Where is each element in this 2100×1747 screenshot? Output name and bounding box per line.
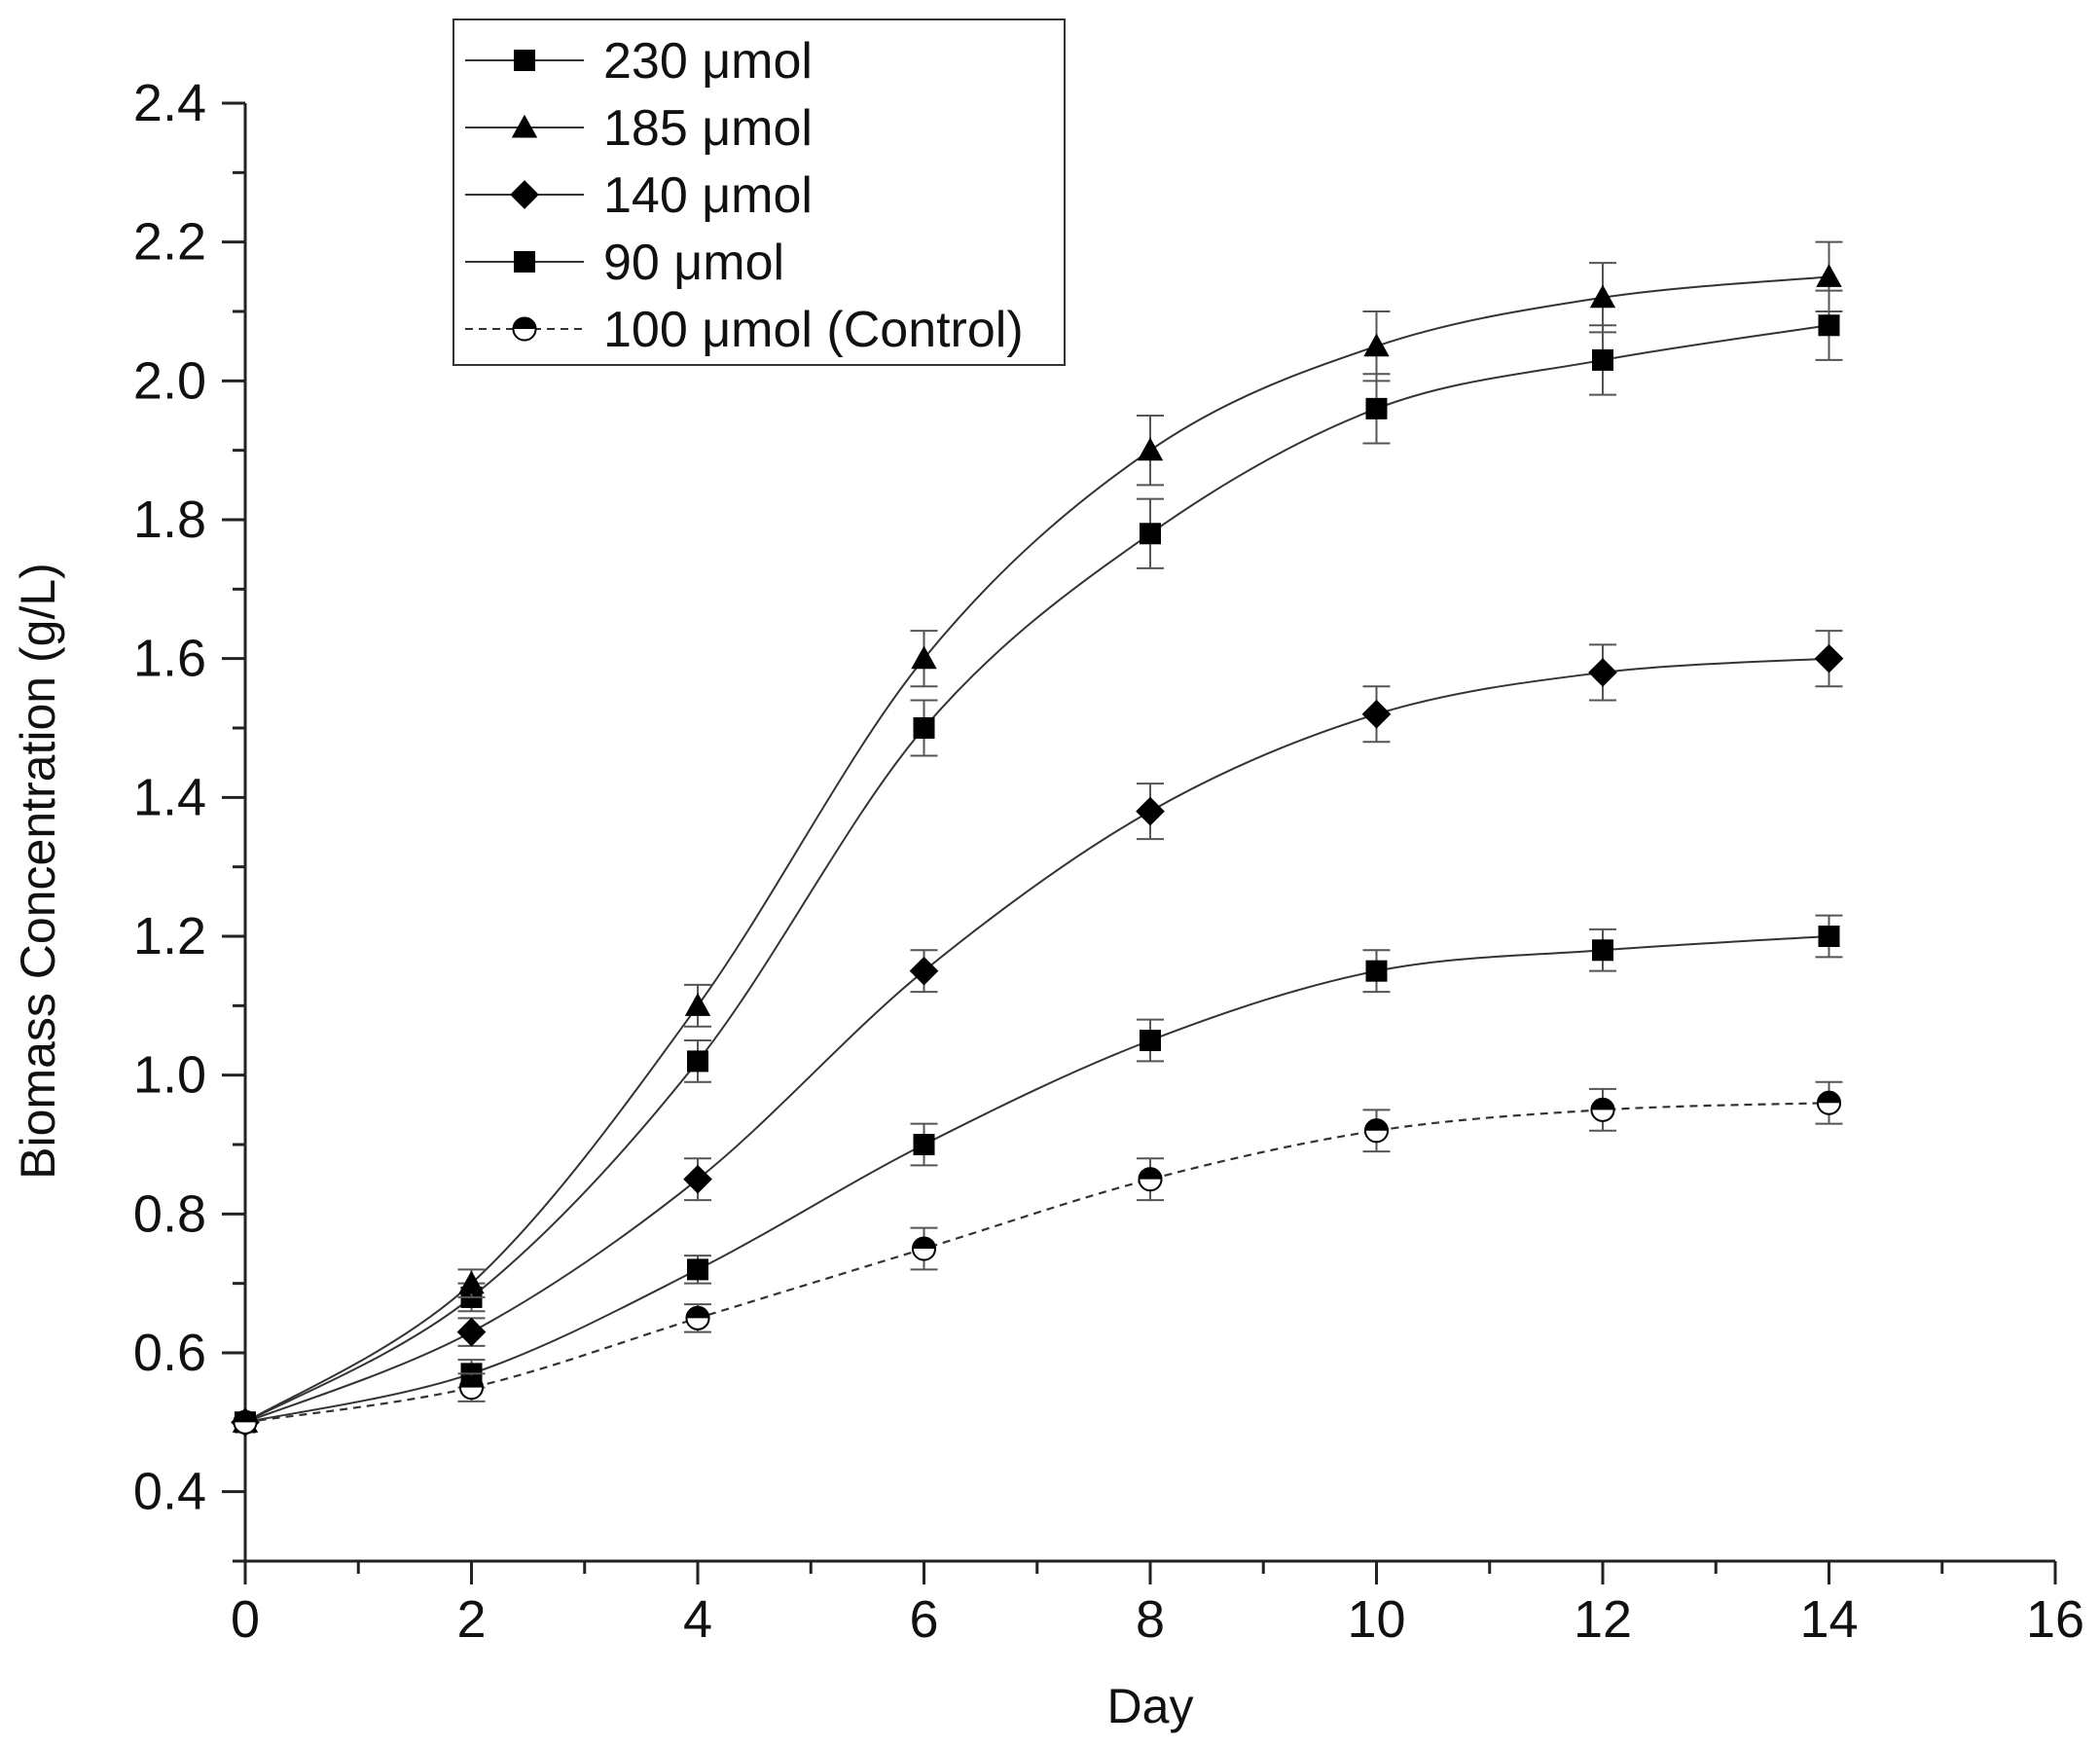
legend-label: 100 μmol (Control): [603, 302, 1024, 358]
y-tick-label: 1.0: [133, 1046, 206, 1105]
data-point: [1816, 1090, 1842, 1115]
axes: 0 2 4 6 8 10 12 14 16 0.4 0.6 0.8 1.0 1.2 1.4 1.6 1.8 2.0…: [133, 74, 2084, 1649]
series-line: [244, 657, 1829, 1424]
data-point: [913, 1134, 935, 1155]
x-tick-label: 10: [1347, 1590, 1405, 1649]
y-tick-label: 0.4: [133, 1463, 206, 1521]
data-point: [683, 1164, 712, 1194]
series-layer: [231, 240, 1844, 1438]
legend-label: 140 μmol: [603, 167, 813, 224]
data-point: [1361, 699, 1392, 729]
data-point: [1140, 523, 1161, 545]
data-point: [1818, 314, 1840, 337]
data-point: [1589, 284, 1616, 309]
series-4: [235, 914, 1843, 1434]
marker-circle-fill: [459, 1376, 484, 1388]
y-tick-label: 2.0: [133, 351, 206, 410]
data-point: [1592, 939, 1613, 962]
legend-item: 140 μmol: [465, 167, 813, 224]
data-point: [456, 1317, 487, 1347]
data-point: [687, 1050, 708, 1073]
y-tick-label: 1.8: [133, 491, 206, 549]
y-tick-label: 1.2: [133, 907, 206, 965]
data-point: [1816, 264, 1842, 287]
x-axis-title: Day: [1107, 1679, 1194, 1733]
y-tick-label: 0.6: [133, 1324, 206, 1382]
series-line: [244, 275, 1829, 1424]
series-line: [244, 935, 1829, 1424]
series-1: [235, 289, 1843, 1434]
data-point: [458, 1270, 485, 1294]
data-point: [1137, 437, 1164, 461]
data-point: [687, 1258, 708, 1281]
data-point: [1814, 643, 1844, 673]
series-5: [233, 1080, 1843, 1435]
legend-item: 185 μmol: [465, 100, 813, 157]
legend-item: 100 μmol (Control): [465, 302, 1024, 358]
series-line: [244, 324, 1829, 1424]
y-tick-label: 2.2: [133, 213, 206, 272]
x-tick-label: 16: [2026, 1590, 2084, 1649]
data-point: [233, 1409, 258, 1435]
x-tick-label: 6: [909, 1590, 938, 1649]
y-tick-label: 0.8: [133, 1184, 206, 1243]
legend-label: 185 μmol: [603, 100, 813, 157]
legend-marker: [514, 50, 535, 71]
x-tick-label: 2: [456, 1590, 486, 1649]
marker-circle-fill: [234, 1410, 257, 1423]
x-tick-label: 12: [1574, 1590, 1632, 1649]
marker-circle-fill: [912, 1237, 936, 1249]
marker-circle-fill: [1139, 1168, 1162, 1180]
y-tick-label: 1.6: [133, 630, 206, 688]
series-3: [231, 630, 1844, 1438]
marker-circle-fill: [686, 1306, 709, 1319]
data-point: [913, 717, 935, 739]
legend-label: 230 μmol: [603, 33, 813, 90]
data-point: [1588, 658, 1617, 687]
data-point: [458, 1375, 485, 1401]
legend-label: 90 μmol: [603, 235, 784, 291]
data-point: [1818, 926, 1840, 947]
data-point: [1140, 1030, 1161, 1051]
data-point: [1363, 333, 1390, 357]
legend-marker: [511, 114, 538, 138]
marker-circle-fill: [513, 317, 536, 329]
legend-marker: [510, 180, 539, 209]
legend-marker: [514, 251, 535, 273]
marker-circle-fill: [1817, 1091, 1841, 1104]
data-point: [685, 1305, 710, 1330]
y-tick-label: 2.4: [133, 74, 206, 132]
y-axis-title: Biomass Concentration (g/L): [11, 563, 65, 1180]
x-tick-label: 0: [231, 1590, 260, 1649]
data-point: [1365, 960, 1388, 982]
data-point: [1136, 796, 1165, 826]
legend-item: 230 μmol: [465, 33, 813, 90]
legend-item: 90 μmol: [465, 235, 784, 291]
legend-box: [453, 18, 1066, 366]
data-point: [909, 956, 939, 986]
data-point: [1365, 397, 1388, 419]
legend: 230 μmol 185 μmol 140 μmol 90 μmol 100 μmol …: [453, 18, 1066, 366]
data-point: [1590, 1097, 1615, 1122]
marker-circle-fill: [1364, 1119, 1389, 1131]
data-point: [1138, 1167, 1163, 1192]
x-tick-label: 8: [1136, 1590, 1165, 1649]
data-point: [1363, 1118, 1390, 1144]
data-point: [684, 993, 711, 1016]
x-tick-label: 14: [1799, 1590, 1858, 1649]
series-line: [244, 1102, 1829, 1424]
marker-circle-fill: [1591, 1098, 1614, 1110]
data-point: [911, 645, 937, 670]
data-point: [1592, 348, 1613, 371]
y-tick-label: 1.4: [133, 768, 206, 826]
x-tick-label: 4: [683, 1590, 712, 1649]
series-2: [232, 240, 1843, 1433]
data-point: [911, 1236, 937, 1261]
legend-marker: [512, 316, 537, 342]
